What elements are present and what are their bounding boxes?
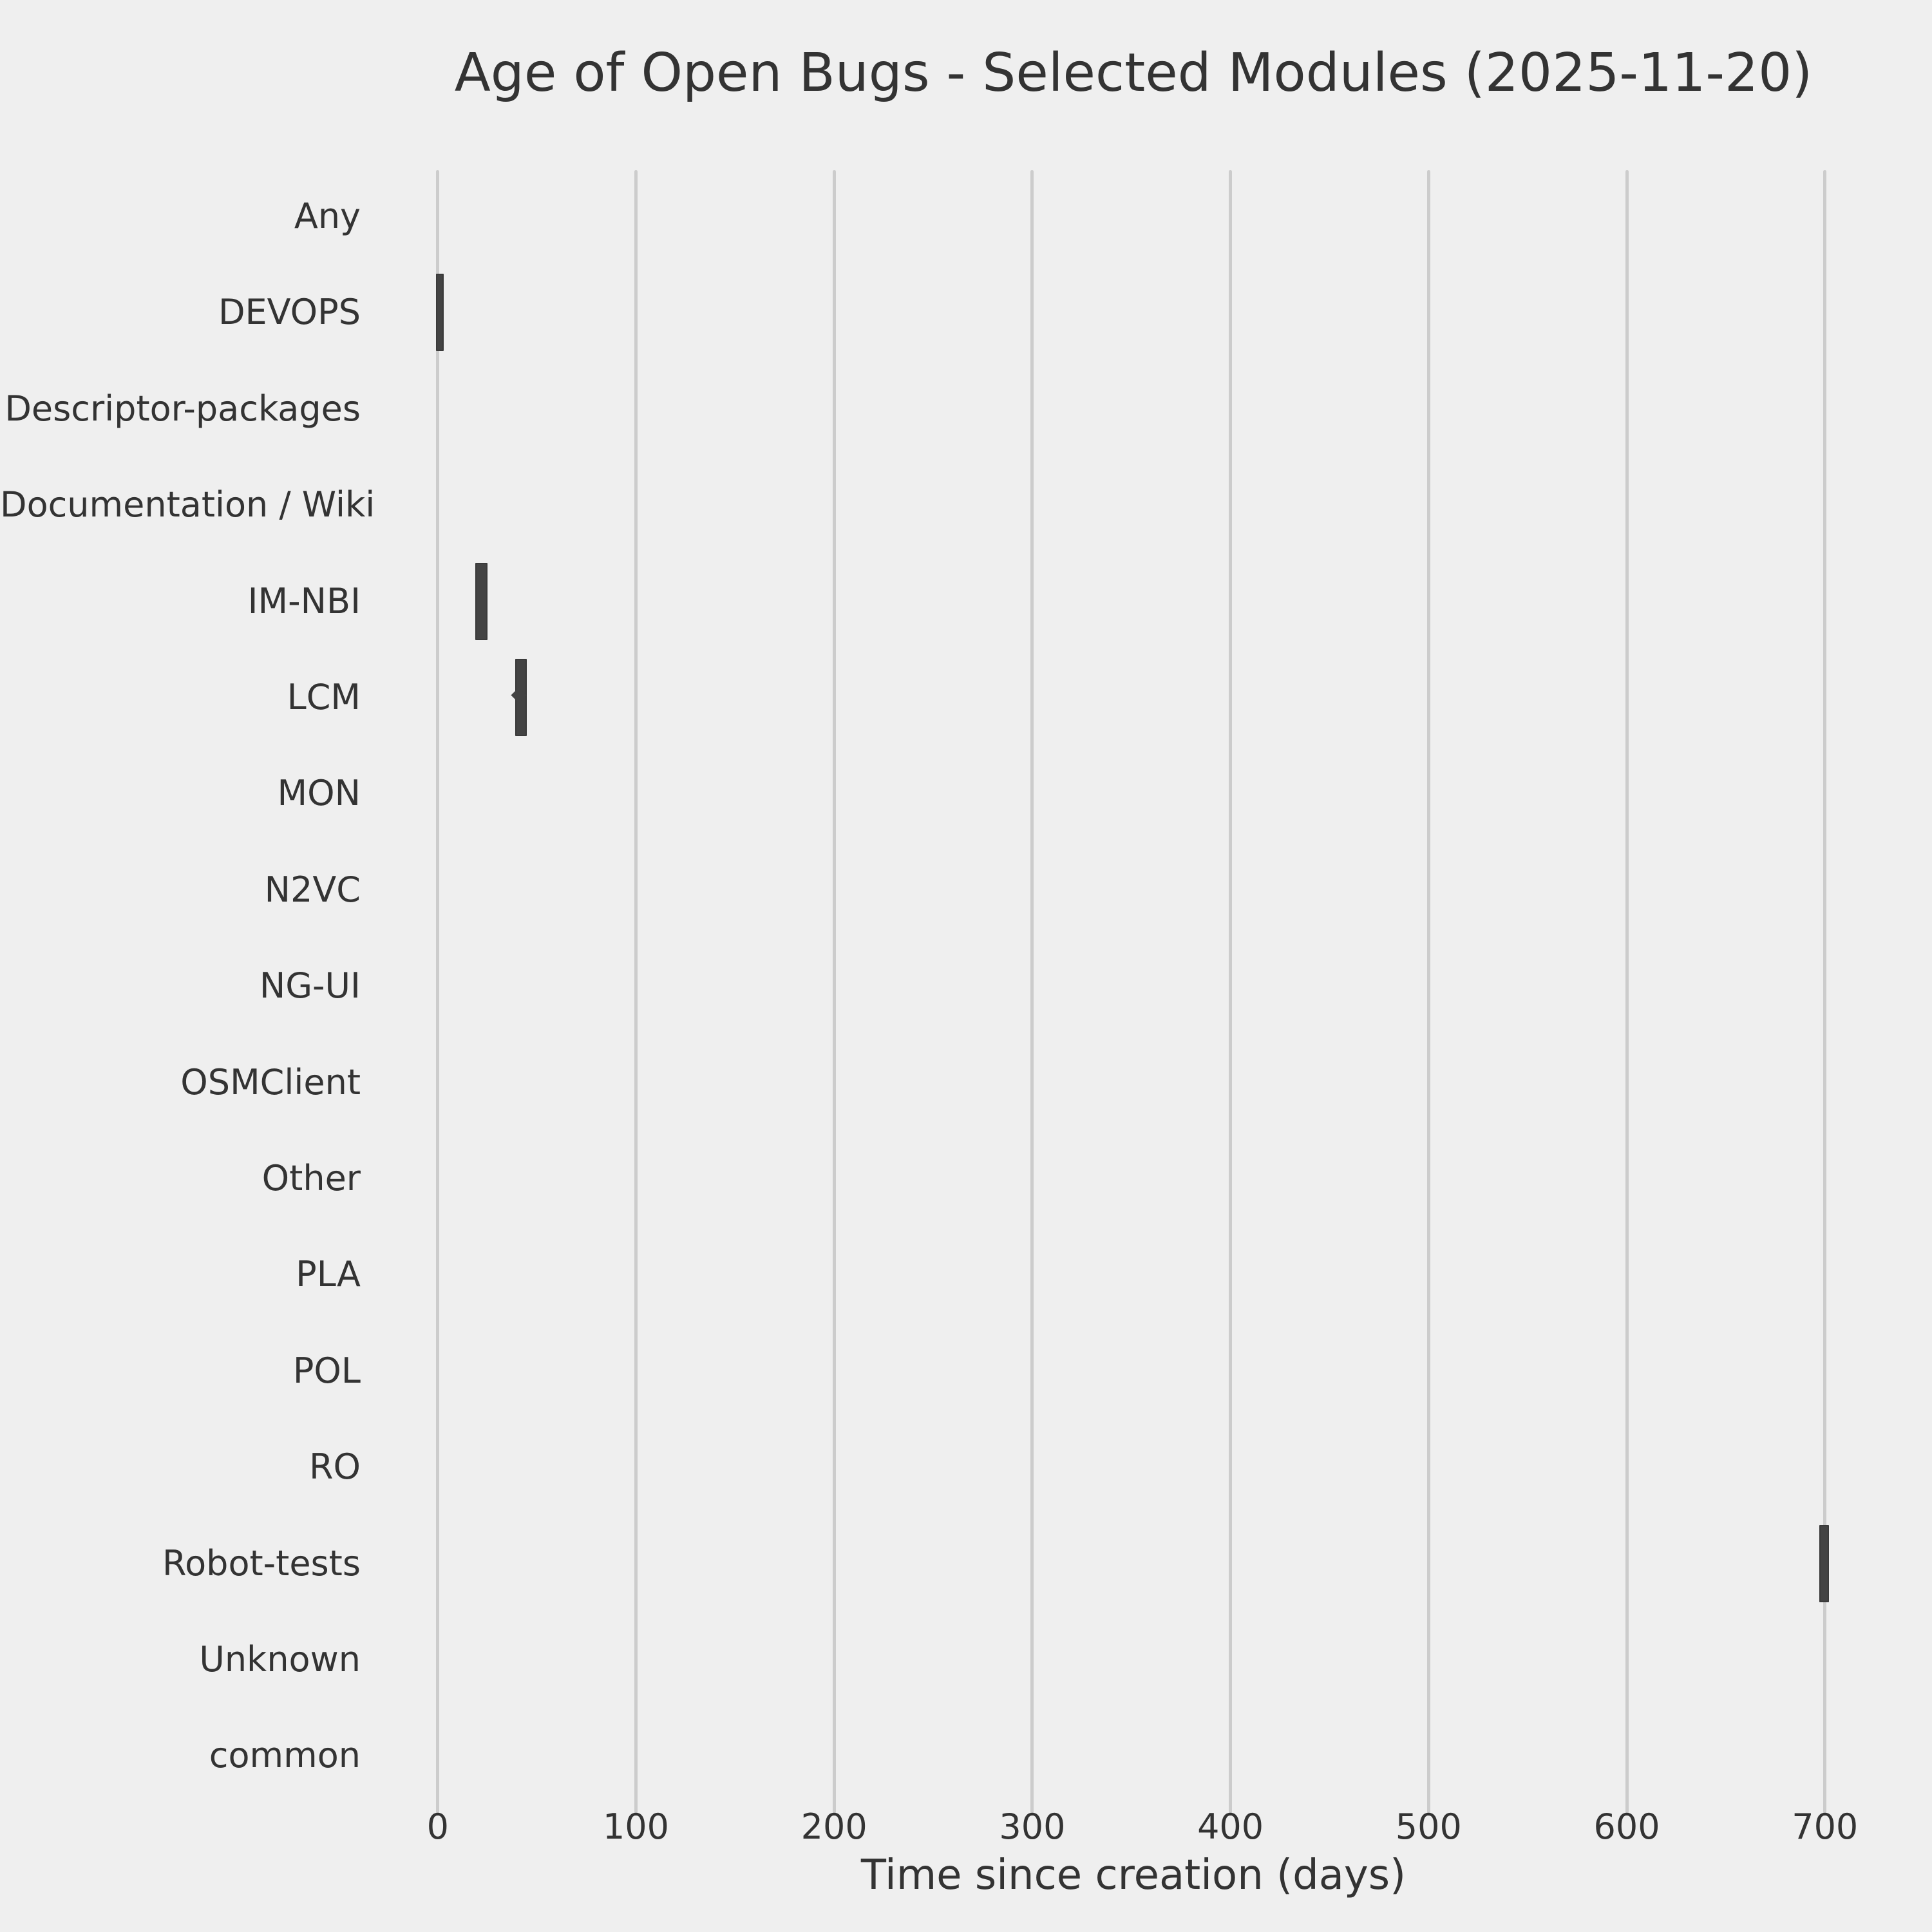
y-tick-label: LCM [287,677,361,717]
y-tick-label: Documentation / Wiki [0,484,375,526]
y-tick-label: RO [308,1446,361,1488]
x-tick-label: 300 [999,1806,1066,1847]
gridline-200 [832,170,836,1816]
x-tick-label: 700 [1792,1806,1859,1847]
y-tick-label: common [209,1735,361,1776]
y-tick-label: N2VC [264,869,361,910]
y-tick-label: DEVOPS [218,292,361,333]
x-axis-title: Time since creation (days) [860,1852,1406,1899]
gridline-600 [1625,170,1629,1816]
y-tick-label: MON [277,773,361,814]
gridline-500 [1426,170,1430,1816]
y-tick-label: Descriptor-packages [5,388,361,429]
x-tick-label: 400 [1197,1806,1264,1847]
gridline-400 [1229,170,1233,1816]
y-tick-label: IM-NBI [247,580,361,621]
x-tick-label: 500 [1395,1806,1462,1847]
y-tick-label: Any [294,196,361,236]
gridline-300 [1030,170,1034,1816]
x-tick-label: 200 [800,1806,867,1847]
y-tick-label: Unknown [199,1639,361,1680]
y-tick-label: Robot-tests [162,1542,361,1584]
x-tick-label: 0 [426,1806,449,1847]
gridline-700 [1823,170,1827,1816]
gridline-0 [436,170,440,1816]
x-tick-label: 600 [1593,1806,1660,1847]
y-tick-label: NG-UI [259,965,361,1007]
box-Robot-tests [1819,1524,1829,1602]
chart-title: Age of Open Bugs - Selected Modules (202… [454,43,1813,104]
y-tick-label: PLA [296,1254,361,1295]
y-tick-label: POL [292,1350,361,1391]
gridline-100 [634,170,638,1816]
box-IM-NBI [475,562,488,640]
x-tick-label: 100 [602,1806,670,1847]
y-tick-label: OSMClient [180,1061,361,1103]
y-tick-label: Other [261,1158,361,1198]
box-DEVOPS [435,274,444,352]
